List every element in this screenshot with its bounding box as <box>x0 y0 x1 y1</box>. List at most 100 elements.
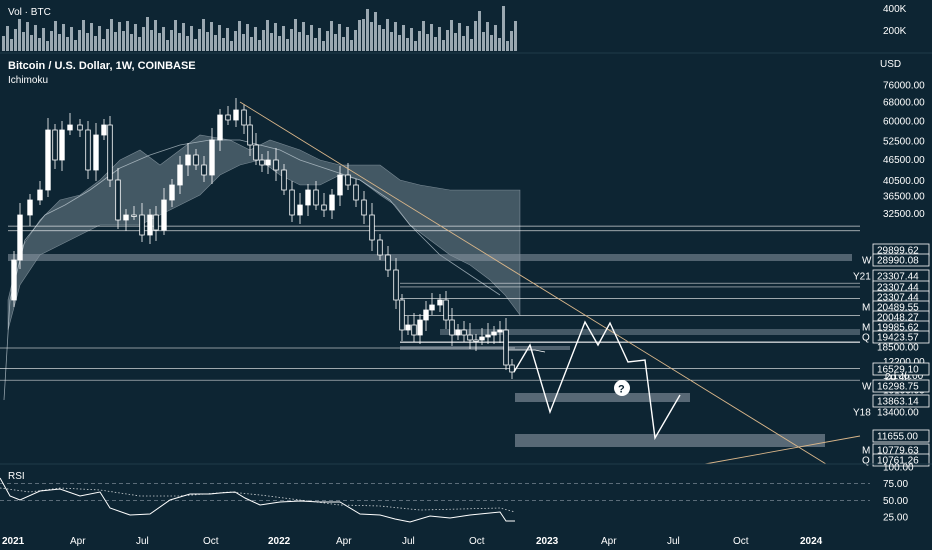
volume-bar <box>358 20 361 51</box>
volume-bar <box>490 35 493 51</box>
time-tick: Apr <box>601 536 617 547</box>
candle-body <box>461 329 467 336</box>
volume-bar <box>198 29 201 51</box>
candle-body <box>27 199 33 216</box>
volume-bar <box>434 37 437 51</box>
volume-bar <box>126 21 129 51</box>
level-value: 16529.10 <box>877 365 919 376</box>
candle-body <box>259 159 265 166</box>
volume-bar <box>178 33 181 51</box>
level-value: 13400.00 <box>877 408 919 419</box>
level-value: 23307.44 <box>877 293 919 304</box>
volume-bar <box>386 19 389 51</box>
level-badge <box>872 330 930 344</box>
zone-20k <box>440 329 860 335</box>
level-tag: Q <box>862 333 870 344</box>
volume-bar <box>302 22 305 51</box>
volume-bar <box>150 30 153 51</box>
volume-bar <box>354 30 357 51</box>
price-tick: 52500.00 <box>883 137 925 148</box>
candle-body <box>509 364 515 373</box>
volume-bar <box>82 20 85 51</box>
candle-body <box>241 109 247 126</box>
volume-bar <box>10 39 13 51</box>
volume-bar <box>102 39 105 51</box>
candle-body <box>253 144 259 161</box>
level-tag: W <box>862 256 872 267</box>
volume-bar <box>118 22 121 51</box>
rsi-tick: 100.00 <box>883 463 914 474</box>
level-value: 11655.00 <box>877 432 918 443</box>
volume-bar <box>86 33 89 51</box>
volume-bar <box>122 31 125 51</box>
volume-bar <box>466 26 469 51</box>
candle-body <box>405 324 411 331</box>
volume-bar <box>366 9 369 51</box>
volume-bar <box>42 28 45 51</box>
rsi-line <box>0 477 515 523</box>
volume-bar <box>2 36 5 51</box>
candle-body <box>139 214 145 236</box>
rsi-title: RSI <box>8 471 25 482</box>
time-tick: 2024 <box>800 536 823 547</box>
candle-body <box>115 179 121 221</box>
volume-bar <box>174 20 177 51</box>
time-tick: Jul <box>667 536 680 547</box>
candle-body <box>297 204 303 216</box>
volume-bar <box>422 21 425 51</box>
volume-bar <box>378 25 381 51</box>
time-tick: 2023 <box>536 536 559 547</box>
candle-body <box>411 324 417 336</box>
level-badge <box>872 453 930 467</box>
volume-bar <box>226 28 229 51</box>
price-level-badges: 29899.6228990.08W23307.44Y2123307.442330… <box>853 243 930 467</box>
volume-bar <box>238 21 241 51</box>
volume-bar <box>510 31 513 51</box>
price-tick: 60000.00 <box>883 116 925 127</box>
volume-bar <box>246 24 249 51</box>
volume-bar <box>382 29 385 51</box>
time-tick: Jul <box>402 536 415 547</box>
volume-title: Vol · BTC <box>8 7 51 18</box>
price-tick: 32500.00 <box>883 209 925 220</box>
candle-body <box>337 174 343 196</box>
volume-bar <box>158 33 161 51</box>
projection-stub <box>508 349 546 353</box>
volume-bar <box>62 24 65 51</box>
volume-bar <box>426 34 429 51</box>
time-tick: Oct <box>469 536 485 547</box>
price-tick: 11100.00 <box>883 371 924 382</box>
level-tag: Y21 <box>853 272 871 283</box>
candle-body <box>131 214 137 217</box>
candle-body <box>361 199 367 216</box>
candle-body <box>399 299 405 331</box>
volume-bar <box>106 29 109 51</box>
ascending-trendline <box>704 435 861 465</box>
level-value: 23307.44 <box>877 272 919 283</box>
candle-body <box>437 299 443 306</box>
descending-trendline <box>239 101 827 465</box>
volume-bar <box>130 34 133 51</box>
ichimoku-cloud <box>3 134 521 401</box>
rsi-pane: RSI 100.00 75.00 50.00 25.00 <box>0 463 914 524</box>
volume-bar <box>482 32 485 51</box>
time-tick: Oct <box>733 536 749 547</box>
volume-bar <box>166 40 169 51</box>
level-badge <box>872 429 930 443</box>
volume-bar <box>46 41 49 51</box>
volume-bar <box>254 27 257 51</box>
volume-bar <box>74 40 77 51</box>
level-badge <box>872 253 930 267</box>
price-tick: 68000.00 <box>883 98 925 109</box>
volume-bar <box>90 23 93 51</box>
volume-bar <box>78 30 81 51</box>
volume-bar <box>410 28 413 51</box>
candle-body <box>11 259 17 301</box>
volume-bar <box>58 34 61 51</box>
level-value: 19423.57 <box>877 333 919 344</box>
candle-body <box>77 124 83 131</box>
volume-bar <box>338 24 341 51</box>
volume-bar <box>350 40 353 51</box>
time-axis[interactable]: 2021 Apr Jul Oct 2022 Apr Jul Oct 2023 Apr Jul Oct 2… <box>2 536 823 547</box>
